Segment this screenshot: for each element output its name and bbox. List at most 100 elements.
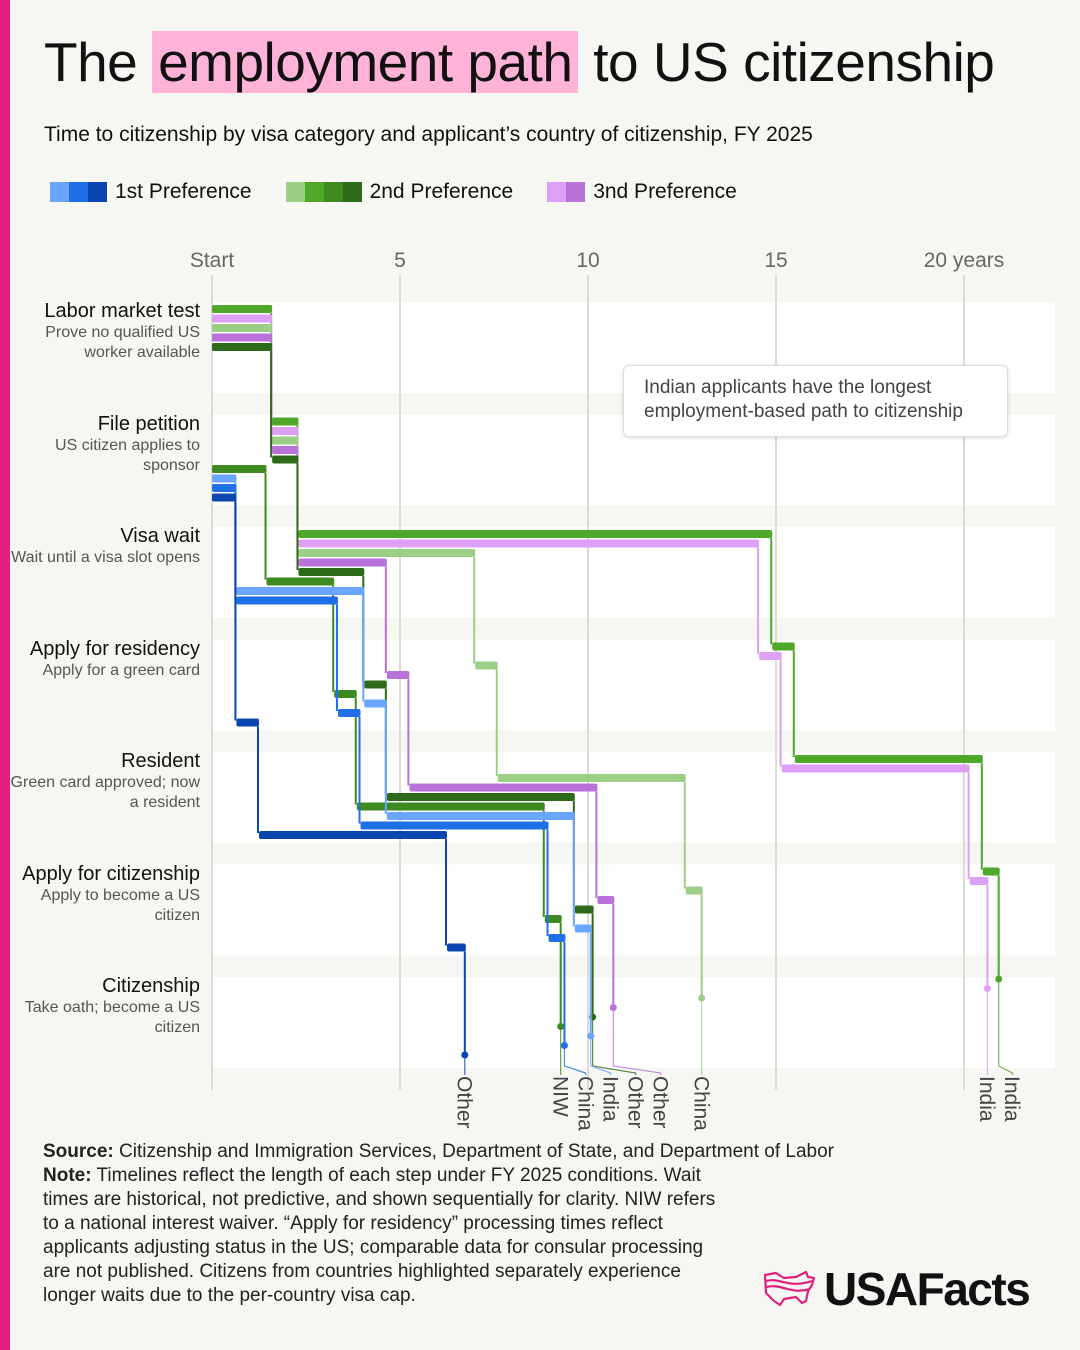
x-tick-label: Start (190, 249, 235, 272)
row-band (212, 977, 1055, 1068)
step-label: Resident Green card approved; now a resid… (10, 749, 200, 813)
usa-map-icon (763, 1270, 816, 1307)
step-bar (475, 661, 498, 670)
note-line: Note: Timelines reflect the length of ea… (43, 1164, 723, 1308)
step-title: File petition (97, 412, 200, 435)
legend-swatch (50, 182, 107, 202)
step-bar (272, 455, 299, 464)
series-end-label: Other (452, 1076, 475, 1129)
step-bar (409, 783, 598, 792)
step-description: Take oath; become a US citizen (24, 999, 200, 1036)
step-bar (982, 867, 1000, 876)
step-title: Citizenship (102, 975, 200, 997)
series-1st-other: Other (212, 493, 475, 1129)
accent-bar (0, 0, 10, 1350)
series-end-label: China (689, 1076, 712, 1131)
step-bar (386, 812, 575, 820)
label-leader-line (592, 1017, 637, 1075)
step-title: Apply for residency (29, 637, 200, 660)
step-title: Visa wait (120, 525, 200, 547)
step-bar (544, 915, 562, 923)
step-title: Labor market test (44, 300, 200, 322)
step-bar (360, 821, 549, 830)
legend-item: 3nd Preference (547, 180, 737, 204)
step-description: Apply to become a US citizen (40, 886, 200, 924)
step-bar (212, 343, 273, 351)
step-bar (298, 568, 365, 576)
step-bar (298, 549, 476, 557)
annotation: Indian applicants have the longest emplo… (623, 365, 1008, 437)
page-title: The employment path to US citizenship (44, 30, 995, 94)
series-end-label: India (975, 1076, 998, 1122)
step-description: Wait until a visa slot opens (11, 549, 200, 566)
step-bar (447, 943, 466, 952)
step-bar (236, 718, 259, 727)
step-label: File petition US citizen applies to spons… (10, 412, 200, 476)
step-bar (772, 642, 795, 651)
step-label: Labor market test Prove no qualified US w… (10, 299, 200, 363)
step-bar (212, 465, 267, 473)
note-text: Timelines reflect the length of each ste… (43, 1165, 716, 1306)
step-description: US citizen applies to sponsor (55, 436, 200, 474)
step-label: Apply for citizenship Apply to become a U… (10, 862, 200, 926)
step-bar (212, 484, 237, 492)
legend: 1st Preference 2nd Preference 3nd Preferen… (50, 180, 737, 204)
row-band (212, 639, 1055, 731)
step-bar (759, 652, 782, 660)
step-description: Apply for a green card (42, 661, 200, 679)
series-end-label: NIW (548, 1076, 571, 1117)
note-label: Note: (43, 1165, 92, 1186)
step-bar (969, 877, 989, 885)
subtitle: Time to citizenship by visa category and… (44, 123, 813, 146)
series-end-label: Other (623, 1076, 646, 1129)
step-bar (212, 314, 273, 323)
legend-item: 1st Preference (50, 180, 252, 204)
step-label: Citizenship Take oath; become a US citize… (10, 974, 200, 1038)
step-description: Green card approved; now a resident (10, 774, 200, 811)
step-bar (574, 924, 592, 933)
legend-label: 3nd Preference (593, 180, 737, 203)
series-end-label: Other (648, 1076, 671, 1129)
step-bar (685, 886, 703, 895)
x-tick-label: 20 years (924, 249, 1005, 272)
label-leader-line (563, 1045, 587, 1075)
step-bar (386, 793, 575, 801)
step-bar (212, 493, 237, 502)
step-bar (548, 934, 566, 942)
step-bar (298, 530, 773, 538)
step-bar (259, 831, 447, 839)
step-bar (266, 577, 335, 586)
series-end-label: India (1000, 1076, 1023, 1122)
legend-label: 2nd Preference (369, 180, 514, 203)
step-bar (212, 324, 273, 332)
step-bar (356, 802, 545, 811)
label-leader-line (998, 979, 1014, 1075)
step-bar (497, 774, 686, 782)
title-part: to US citizenship (593, 31, 995, 93)
step-bar (364, 699, 387, 708)
step-bar (298, 558, 387, 567)
row-band (212, 864, 1055, 956)
step-bar (597, 896, 615, 904)
step-bar (334, 690, 357, 698)
step-bar (794, 755, 983, 763)
source-label: Source: (43, 1141, 114, 1162)
footer: Source: Citizenship and Immigration Serv… (43, 1140, 943, 1308)
step-bar (337, 709, 361, 717)
title-highlight: employment path (152, 31, 579, 93)
series-1st-china: China (212, 484, 596, 1131)
step-bar (212, 474, 237, 483)
label-leader-line (612, 1007, 662, 1075)
x-tick-label: 15 (764, 249, 787, 272)
step-title: Resident (121, 750, 200, 772)
logo: USAFacts (762, 1262, 1031, 1316)
logo-text: USAFacts (824, 1263, 1031, 1315)
source-text: Citizenship and Immigration Services, De… (119, 1141, 834, 1162)
legend-item: 2nd Preference (285, 180, 514, 204)
step-bar (272, 417, 299, 426)
step-description: Prove no qualified US worker available (45, 324, 200, 361)
legend-swatch (285, 182, 362, 202)
step-bar (781, 764, 970, 773)
step-bar (272, 446, 299, 454)
